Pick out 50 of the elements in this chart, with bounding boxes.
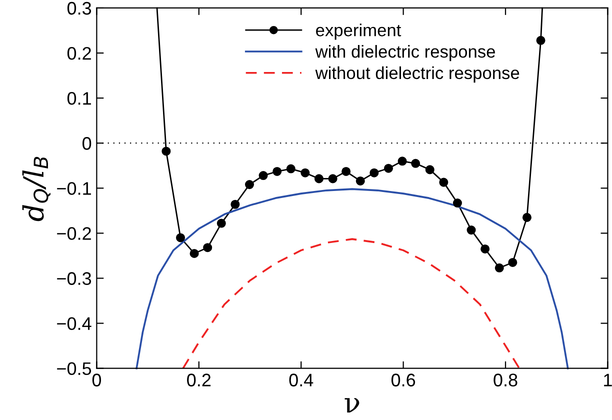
point	[272, 166, 282, 176]
legend-label: without dielectric response	[315, 66, 520, 83]
point	[522, 212, 532, 222]
y-tick-label: −0.5	[57, 362, 92, 376]
point	[494, 263, 504, 272]
x-tick-label: 0.8	[494, 374, 518, 386]
legend-label: experiment	[316, 24, 402, 40]
x-tick-label: 0.6	[391, 374, 416, 386]
line-series	[136, 188, 569, 370]
point	[384, 164, 394, 173]
point	[480, 244, 490, 254]
y-tick-label: 0.1	[67, 92, 91, 105]
point	[356, 176, 365, 186]
point	[162, 146, 171, 156]
y-tick-label: −0.4	[57, 317, 92, 330]
y-tick-label: 0	[82, 137, 92, 150]
point	[258, 171, 268, 180]
point	[176, 233, 186, 242]
point	[286, 164, 296, 174]
point	[425, 165, 434, 174]
y-tick-label: 0.2	[67, 46, 91, 60]
point	[370, 168, 379, 178]
point	[203, 243, 212, 252]
x-axis-title: ν	[344, 398, 360, 413]
point	[216, 218, 226, 228]
x-tick-label: 0.4	[289, 374, 314, 386]
legend-label: with dielectric response	[315, 44, 495, 62]
point	[342, 166, 351, 176]
y-tick-label: 0.3	[67, 2, 92, 15]
point	[398, 156, 407, 166]
y-tick-label: −0.2	[57, 227, 91, 240]
x-tick-label: 1	[604, 374, 612, 386]
y-tick-label: −0.1	[57, 182, 91, 195]
x-tick-label: 0	[92, 374, 102, 386]
x-tick-label: 0.2	[187, 374, 211, 386]
point	[244, 180, 254, 190]
point	[314, 174, 324, 184]
point	[328, 174, 338, 184]
y-tick-label: −0.3	[57, 272, 92, 285]
y-axis-title: d$_{Q}$/l$_{B}$	[22, 156, 50, 222]
point	[300, 168, 310, 178]
point	[230, 200, 240, 209]
point	[508, 258, 518, 267]
point	[439, 178, 448, 187]
point	[536, 36, 546, 45]
point	[466, 226, 476, 235]
point	[190, 248, 199, 258]
line-series	[182, 238, 520, 370]
point	[452, 198, 462, 208]
point	[411, 158, 420, 168]
